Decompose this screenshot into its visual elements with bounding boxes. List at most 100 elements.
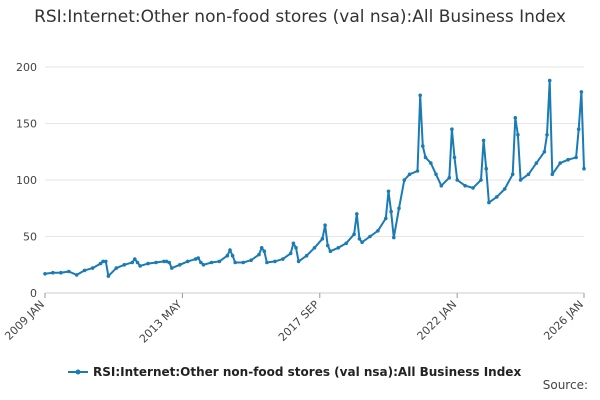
- data-point[interactable]: [328, 249, 333, 253]
- data-point[interactable]: [574, 155, 578, 160]
- data-point[interactable]: [495, 195, 499, 199]
- data-point[interactable]: [228, 248, 232, 252]
- data-point[interactable]: [479, 178, 483, 182]
- data-point[interactable]: [170, 266, 174, 270]
- data-point[interactable]: [74, 273, 79, 277]
- data-point[interactable]: [201, 263, 206, 267]
- data-point[interactable]: [516, 133, 520, 137]
- data-point[interactable]: [582, 166, 586, 171]
- data-point[interactable]: [233, 260, 237, 265]
- data-point[interactable]: [547, 78, 552, 83]
- data-point[interactable]: [534, 161, 539, 165]
- data-point[interactable]: [550, 172, 555, 177]
- data-point[interactable]: [104, 259, 108, 264]
- data-point[interactable]: [304, 253, 309, 258]
- data-point[interactable]: [259, 246, 264, 250]
- data-point[interactable]: [262, 249, 267, 253]
- data-point[interactable]: [82, 268, 87, 273]
- data-point[interactable]: [542, 150, 547, 154]
- data-point[interactable]: [344, 241, 349, 246]
- data-point[interactable]: [352, 232, 356, 236]
- data-point[interactable]: [185, 259, 190, 264]
- data-point[interactable]: [288, 251, 293, 256]
- data-point[interactable]: [463, 183, 467, 188]
- data-point[interactable]: [217, 259, 222, 264]
- data-point[interactable]: [199, 260, 203, 265]
- data-point[interactable]: [510, 172, 515, 177]
- data-point[interactable]: [133, 257, 137, 261]
- data-point[interactable]: [423, 155, 428, 160]
- data-point[interactable]: [178, 263, 182, 267]
- data-point[interactable]: [162, 259, 166, 264]
- data-point[interactable]: [98, 261, 103, 266]
- data-point[interactable]: [513, 116, 518, 120]
- data-point[interactable]: [439, 183, 444, 188]
- data-point[interactable]: [357, 237, 362, 241]
- data-point[interactable]: [323, 223, 327, 227]
- data-point[interactable]: [114, 266, 119, 270]
- data-point[interactable]: [138, 264, 142, 268]
- data-point[interactable]: [101, 259, 105, 264]
- data-point[interactable]: [296, 259, 301, 264]
- data-point[interactable]: [484, 166, 489, 171]
- data-point[interactable]: [368, 234, 372, 239]
- data-point[interactable]: [249, 258, 253, 263]
- data-point[interactable]: [418, 93, 423, 98]
- data-point[interactable]: [545, 133, 549, 137]
- data-point[interactable]: [281, 257, 285, 261]
- data-point[interactable]: [386, 189, 391, 194]
- data-point[interactable]: [421, 144, 425, 148]
- data-point[interactable]: [481, 138, 486, 143]
- legend[interactable]: RSI:Internet:Other non-food stores (val …: [68, 365, 521, 379]
- data-point[interactable]: [566, 157, 570, 162]
- data-point[interactable]: [360, 240, 364, 244]
- data-point[interactable]: [294, 246, 298, 250]
- data-point[interactable]: [471, 186, 475, 190]
- data-point[interactable]: [455, 178, 460, 182]
- data-point[interactable]: [67, 269, 71, 274]
- data-point[interactable]: [452, 155, 457, 160]
- data-point[interactable]: [579, 90, 584, 94]
- data-point[interactable]: [225, 253, 230, 258]
- data-point[interactable]: [273, 259, 277, 264]
- data-point[interactable]: [447, 175, 452, 180]
- data-point[interactable]: [355, 212, 359, 216]
- data-point[interactable]: [154, 260, 158, 265]
- data-point[interactable]: [130, 260, 134, 265]
- data-point[interactable]: [336, 246, 341, 250]
- data-point[interactable]: [43, 272, 47, 276]
- data-point[interactable]: [320, 237, 325, 241]
- data-point[interactable]: [576, 127, 581, 131]
- data-point[interactable]: [106, 274, 111, 278]
- data-point[interactable]: [257, 252, 261, 257]
- data-point[interactable]: [389, 209, 393, 214]
- data-point[interactable]: [209, 260, 214, 265]
- data-point[interactable]: [325, 243, 330, 248]
- data-point[interactable]: [241, 260, 245, 265]
- data-point[interactable]: [429, 161, 433, 165]
- data-point[interactable]: [196, 256, 200, 260]
- data-point[interactable]: [265, 260, 269, 265]
- data-point[interactable]: [392, 235, 396, 240]
- data-point[interactable]: [135, 260, 140, 265]
- data-point[interactable]: [146, 261, 150, 266]
- data-point[interactable]: [230, 253, 235, 258]
- data-point[interactable]: [384, 216, 388, 221]
- data-point[interactable]: [526, 172, 531, 177]
- data-point[interactable]: [402, 178, 407, 182]
- data-point[interactable]: [558, 161, 562, 165]
- data-point[interactable]: [450, 127, 454, 131]
- data-point[interactable]: [434, 172, 438, 177]
- data-point[interactable]: [415, 169, 420, 173]
- data-point[interactable]: [167, 260, 171, 265]
- data-point[interactable]: [502, 187, 507, 191]
- data-point[interactable]: [59, 270, 63, 275]
- data-point[interactable]: [376, 229, 380, 233]
- data-point[interactable]: [291, 241, 296, 246]
- data-point[interactable]: [164, 259, 169, 264]
- data-point[interactable]: [487, 200, 491, 205]
- data-point[interactable]: [312, 246, 317, 250]
- data-point[interactable]: [397, 206, 401, 211]
- data-point[interactable]: [90, 266, 95, 270]
- data-point[interactable]: [407, 172, 412, 177]
